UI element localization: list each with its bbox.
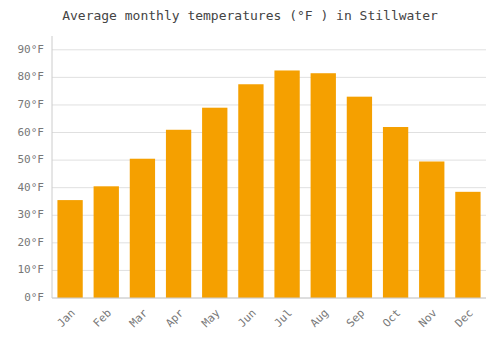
x-axis: Jan Feb Mar Apr May Jun Jul Aug Sep Oct Nov Dec xyxy=(52,298,486,330)
bar xyxy=(419,161,444,298)
grid-line xyxy=(52,77,486,78)
bars xyxy=(57,70,480,298)
y-axis: 0°F 10°F 20°F 30°F 40°F 50°F 60°F 70°F 80°F 90°F xyxy=(18,36,53,304)
x-tick-label: Jul xyxy=(272,307,295,330)
x-tick-label: Apr xyxy=(163,306,187,330)
x-tick-label: Nov xyxy=(416,306,440,330)
x-tick-label: Dec xyxy=(452,307,475,330)
chart: 0°F 10°F 20°F 30°F 40°F 50°F 60°F 70°F 80°F 90°F J… xyxy=(0,0,500,350)
grid-line xyxy=(52,298,486,299)
y-tick-label: 40°F xyxy=(18,181,45,194)
x-tick-label: May xyxy=(199,306,223,330)
grid-line xyxy=(52,132,486,133)
bar xyxy=(274,70,299,298)
chart-container: 0°F 10°F 20°F 30°F 40°F 50°F 60°F 70°F 80°F 90°F J… xyxy=(0,0,500,350)
y-tick-label: 60°F xyxy=(18,126,45,139)
x-tick-label: Oct xyxy=(380,307,403,330)
y-tick-label: 30°F xyxy=(18,208,45,221)
bar xyxy=(311,73,336,298)
x-tick-label: Feb xyxy=(91,307,114,330)
bar xyxy=(166,130,191,298)
grid-line xyxy=(52,160,486,161)
bar xyxy=(94,186,119,298)
bar xyxy=(57,200,82,298)
grid-line xyxy=(52,49,486,50)
x-tick-label: Jun xyxy=(235,307,258,330)
y-tick-label: 20°F xyxy=(18,236,45,249)
x-tick-label: Mar xyxy=(127,306,151,330)
y-tick-label: 90°F xyxy=(18,43,45,56)
bar xyxy=(130,159,155,298)
x-axis-line xyxy=(52,298,486,299)
y-tick-label: 70°F xyxy=(18,98,45,111)
bar xyxy=(202,108,227,298)
bar xyxy=(455,192,480,298)
bar xyxy=(347,97,372,298)
grid-line xyxy=(52,104,486,105)
y-tick-label: 0°F xyxy=(24,291,44,304)
x-tick-label: Sep xyxy=(344,307,367,330)
bar xyxy=(383,127,408,298)
y-tick-label: 50°F xyxy=(18,153,45,166)
title: Average monthly temperatures (°F ) in St… xyxy=(62,8,438,23)
y-tick-label: 80°F xyxy=(18,70,45,83)
y-tick-label: 10°F xyxy=(18,263,45,276)
x-tick-label: Jan xyxy=(55,307,78,330)
grid xyxy=(52,50,486,298)
bar xyxy=(238,84,263,298)
y-axis-line xyxy=(52,36,53,298)
x-tick-label: Aug xyxy=(308,307,331,330)
